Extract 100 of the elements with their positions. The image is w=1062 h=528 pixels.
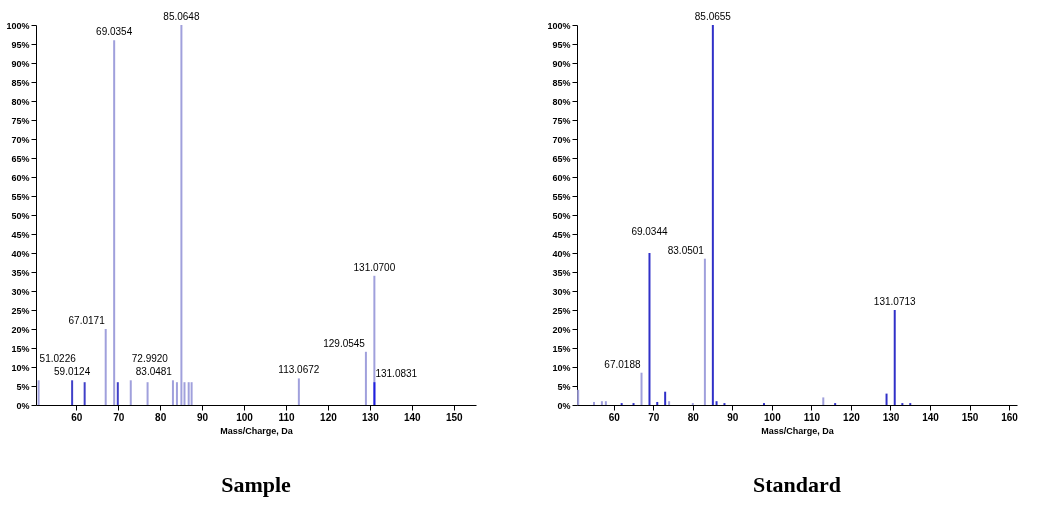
y-tick-label: 100% [547,20,571,31]
y-tick-label: 35% [11,267,30,278]
y-tick-label: 75% [11,115,30,126]
text: Standard [752,472,842,497]
bar [640,372,643,405]
y-tick-label: 60% [11,172,30,183]
y-tick-label: 30% [11,286,30,297]
x-tick-label: 120 [843,411,861,423]
y-tick-label: 20% [552,324,571,335]
annotation: 72.9920 [131,353,169,365]
text: Sample [221,472,292,497]
x-tick-label: 130 [882,411,900,423]
bar [146,382,149,405]
x-tick-label: 110 [803,411,821,423]
y-tick-label: 60% [552,172,571,183]
y-tick-label: 30% [552,286,571,297]
x-tick-label: 70 [113,411,125,423]
x-tick-label: 110 [278,411,295,423]
bar [171,380,174,405]
bar [187,382,190,405]
x-tick-label: 130 [362,411,380,423]
annotation: 59.0124 [54,366,91,378]
bar [893,310,896,405]
annotation: 131.0713 [873,296,917,307]
y-tick-label: 85% [11,77,30,88]
x-tick-label: 140 [922,411,940,423]
y-tick-label: 15% [552,343,571,354]
annotation: 67.0188 [604,358,641,370]
y-tick-label: 40% [552,248,571,259]
annotation: 113.0672 [278,364,320,376]
bar [129,380,132,405]
y-tick-label: 100% [6,20,30,31]
x-tick-label: 160 [1001,411,1019,423]
y-tick-label: 5% [16,381,30,392]
bar [822,397,825,405]
x-tick-label: 80 [155,411,167,423]
x-tick-label: 150 [445,411,464,423]
bar [577,389,580,405]
bar [83,382,86,405]
x-tick-label: 100 [764,411,782,423]
y-tick-label: 65% [11,153,30,164]
bar [656,401,659,405]
annotation: 83.0481 [135,366,173,378]
y-tick-label: 80% [552,96,571,107]
y-tick-label: 20% [11,324,30,335]
annotation: 69.0354 [96,26,133,38]
y-tick-label: 10% [552,362,571,373]
y-tick-label: 70% [11,134,30,145]
bar [364,351,367,405]
bar [664,391,667,405]
bar [104,329,107,405]
y-tick-label: 90% [552,58,571,69]
annotation: 131.0700 [353,261,396,273]
y-tick-label: 70% [552,134,571,145]
bar [37,380,40,405]
bar [175,382,178,405]
x-tick-label: 90 [197,411,209,423]
bar [113,40,116,405]
y-tick-label: 90% [11,58,30,69]
y-tick-label: 65% [552,153,571,164]
bar [715,401,718,405]
y-tick-label: 95% [552,39,571,50]
y-tick-label: 35% [552,267,571,278]
bar [593,401,595,405]
y-tick-label: 50% [11,210,30,221]
bar [180,25,183,405]
x-tick-label: 100 [236,411,254,423]
annotation: 85.0655 [694,11,732,22]
bar [668,401,671,405]
bar [885,393,888,405]
x-tick-label: 70 [648,411,660,423]
x-tick-label: 120 [320,411,338,423]
x-axis-title: Mass/Charge, Da [220,425,294,436]
y-tick-label: 25% [11,305,30,316]
y-tick-label: 50% [552,210,571,221]
y-tick-label: 55% [11,191,30,202]
y-tick-label: 45% [552,229,571,240]
annotation: 51.0226 [39,353,77,365]
bar [190,382,193,405]
bar [648,253,651,405]
y-tick-label: 10% [11,362,30,373]
y-tick-label: 80% [11,96,30,107]
x-tick-label: 60 [71,411,83,423]
bar [297,378,300,405]
bar [71,380,74,405]
y-tick-label: 55% [552,191,571,202]
y-tick-label: 0% [16,400,30,411]
annotation: 69.0344 [631,226,668,237]
y-tick-label: 40% [11,248,30,259]
bar [600,401,603,405]
y-tick-label: 0% [557,400,571,411]
y-tick-label: 75% [552,115,571,126]
x-tick-label: 140 [403,411,422,423]
x-tick-label: 60 [608,411,621,423]
x-tick-label: 80 [687,411,700,423]
annotation: 85.0648 [163,11,200,22]
y-tick-label: 15% [11,343,30,354]
annotation: 129.0545 [323,337,366,349]
x-axis-title: Mass/Charge, Da [761,425,835,436]
bar [703,258,706,405]
